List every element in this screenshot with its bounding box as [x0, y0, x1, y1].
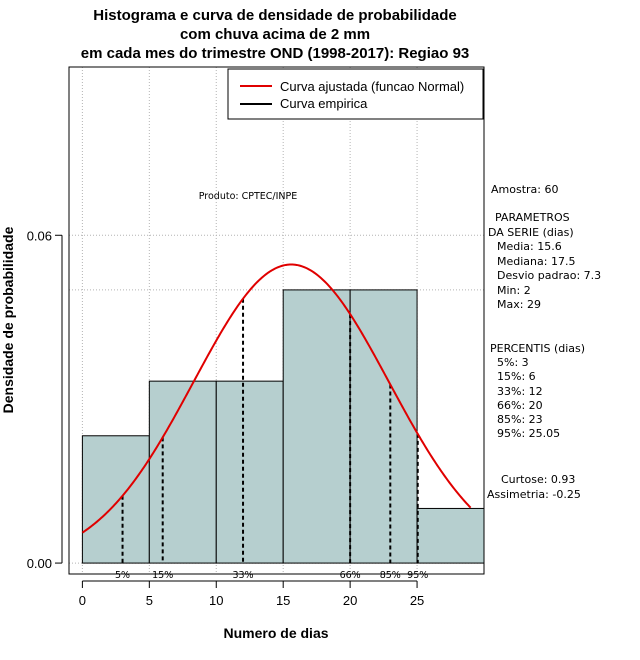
product-label: Produto: CPTEC/INPE: [199, 191, 298, 202]
x-tick-label-2: 10: [209, 593, 223, 608]
percentile-label-1: 15%: [152, 570, 173, 581]
x-tick-label-0: 0: [79, 593, 86, 608]
legend-label-normal: Curva ajustada (funcao Normal): [280, 79, 464, 94]
stat-percentis-title: PERCENTIS (dias): [490, 342, 585, 355]
normal-fit-curve: [81, 263, 472, 534]
bars-layer: [81, 289, 485, 564]
percentile-layer: 5% 15% 33% 66% 85% 95%: [115, 298, 428, 581]
percentile-label-2: 33%: [232, 570, 253, 581]
histogram-bar-0: [81, 435, 150, 564]
stat-mediana: Mediana: 17.5: [497, 255, 575, 268]
stat-curtose: Curtose: 0.93: [501, 473, 575, 486]
percentile-label-4: 85%: [380, 570, 401, 581]
percentile-label-0: 5%: [115, 570, 130, 581]
stat-desvio: Desvio padrao: 7.3: [497, 269, 601, 282]
stat-p15: 15%: 6: [497, 370, 536, 383]
percentile-label-5: 95%: [407, 570, 428, 581]
stat-max: Max: 29: [497, 298, 541, 311]
stat-p85: 85%: 23: [497, 413, 543, 426]
histogram-bar-1: [148, 380, 217, 564]
stat-assimetria: Assimetria: -0.25: [487, 488, 581, 501]
y-tick-label-1: 0.06: [27, 228, 52, 243]
percentile-label-3: 66%: [340, 570, 361, 581]
stat-min: Min: 2: [497, 284, 531, 297]
stat-media: Media: 15.6: [497, 240, 562, 253]
histogram-bar-2: [215, 380, 284, 564]
stat-p95: 95%: 25.05: [497, 427, 560, 440]
stat-p66: 66%: 20: [497, 399, 543, 412]
x-tick-label-5: 25: [410, 593, 424, 608]
x-tick-label-4: 20: [343, 593, 357, 608]
axes-layer: 0 5 10 15 20 25 0.00 0.06: [27, 228, 425, 608]
x-tick-label-3: 15: [276, 593, 290, 608]
chart-title-line-1: Histograma e curva de densidade de proba…: [93, 7, 456, 24]
x-axis-label: Numero de dias: [223, 625, 328, 641]
chart-title-line-2: com chuva acima de 2 mm: [180, 26, 370, 43]
stat-p33: 33%: 12: [497, 385, 543, 398]
chart-title-line-3: em cada mes do trimestre OND (1998-2017)…: [81, 45, 470, 62]
stat-p5: 5%: 3: [497, 356, 529, 369]
stat-parametros-title-2: DA SERIE (dias): [488, 226, 574, 239]
legend-box: [227, 68, 484, 120]
histogram-bar-5: [416, 507, 485, 564]
y-tick-label-0: 0.00: [27, 556, 52, 571]
stat-amostra: Amostra: 60: [491, 183, 558, 196]
histogram-bar-3: [282, 289, 351, 564]
x-tick-label-1: 5: [146, 593, 153, 608]
histogram-bar-4: [349, 289, 418, 564]
stat-parametros-title-1: PARAMETROS: [495, 211, 570, 224]
plot-frame: [68, 66, 485, 575]
legend-label-empirical: Curva empirica: [280, 96, 368, 111]
y-axis-label: Densidade de probabilidade: [0, 226, 16, 413]
stats-panel: Amostra: 60 PARAMETROS DA SERIE (dias) M…: [487, 183, 601, 501]
legend: Curva ajustada (funcao Normal) Curva emp…: [227, 68, 484, 120]
